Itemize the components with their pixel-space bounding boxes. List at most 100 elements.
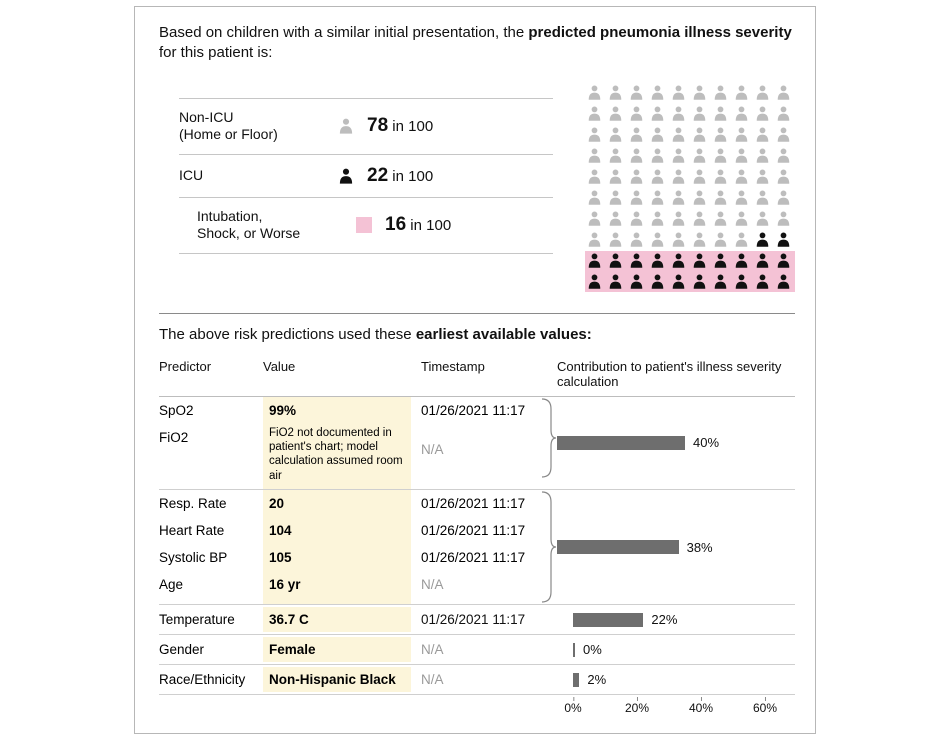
person-icon	[669, 210, 687, 228]
predictor-name: Heart Rate	[159, 517, 263, 544]
person-icon	[648, 189, 666, 207]
person-icon	[774, 84, 792, 102]
predictor-timestamp: N/A	[411, 424, 539, 476]
person-icon	[585, 273, 603, 291]
axis-tick: 0%	[564, 701, 581, 715]
person-icon	[690, 231, 708, 249]
risk-label: Intubation,Shock, or Worse	[197, 208, 353, 243]
section-divider	[159, 313, 795, 314]
risk-label: ICU	[179, 167, 335, 185]
predictor-row: Race/Ethnicity Non-Hispanic Black N/A 2%	[159, 665, 795, 695]
predictor-value: Female	[263, 637, 411, 662]
person-icon	[711, 105, 729, 123]
header-value: Value	[263, 359, 411, 374]
person-icon	[753, 273, 771, 291]
person-icon	[711, 231, 729, 249]
table-intro: The above risk predictions used these ea…	[159, 326, 795, 343]
person-icon	[711, 189, 729, 207]
risk-value: 78 in 100	[367, 115, 433, 137]
person-icon	[774, 210, 792, 228]
predictor-value: FiO2 not documented in patient's chart; …	[263, 424, 411, 490]
person-icon	[753, 210, 771, 228]
person-icon	[648, 168, 666, 186]
person-icon	[627, 168, 645, 186]
person-icon	[711, 252, 729, 270]
person-icon	[690, 126, 708, 144]
person-icon	[774, 273, 792, 291]
person-icon	[627, 231, 645, 249]
risk-row: Non-ICU(Home or Floor) 78 in 100	[179, 98, 553, 155]
predictor-value: 99%	[263, 397, 411, 424]
person-icon	[669, 126, 687, 144]
risk-value: 22 in 100	[367, 165, 433, 187]
header-timestamp: Timestamp	[411, 359, 539, 374]
risk-rows: Non-ICU(Home or Floor) 78 in 100ICU 22 i…	[179, 84, 553, 291]
person-icon	[606, 231, 624, 249]
person-icon	[711, 147, 729, 165]
predictor-timestamp: N/A	[411, 667, 539, 692]
person-icon	[690, 252, 708, 270]
person-icon	[606, 147, 624, 165]
table-header: Predictor Value Timestamp Contribution t…	[159, 359, 795, 397]
person-icon	[585, 210, 603, 228]
person-icon	[711, 126, 729, 144]
person-icon	[648, 231, 666, 249]
predictor-value: 105	[263, 544, 411, 571]
person-icon	[732, 84, 750, 102]
predictor-group: SpO2FiO299%FiO2 not documented in patien…	[159, 397, 795, 491]
risk-section: Non-ICU(Home or Floor) 78 in 100ICU 22 i…	[159, 84, 795, 291]
person-icon	[669, 273, 687, 291]
person-icon	[753, 252, 771, 270]
person-icon	[648, 126, 666, 144]
person-icon	[732, 168, 750, 186]
contribution-bar: 2%	[557, 672, 789, 687]
person-icon	[648, 210, 666, 228]
person-icon	[648, 252, 666, 270]
person-icon	[627, 273, 645, 291]
person-icon	[627, 147, 645, 165]
person-icon	[732, 189, 750, 207]
person-icon	[627, 105, 645, 123]
person-icon	[711, 273, 729, 291]
person-icon	[774, 105, 792, 123]
pictograph	[585, 84, 795, 291]
predictor-name: Age	[159, 571, 263, 598]
person-icon	[774, 147, 792, 165]
person-icon	[335, 117, 357, 135]
predictor-value: 36.7 C	[263, 607, 411, 632]
person-icon	[627, 189, 645, 207]
predictor-name: Resp. Rate	[159, 490, 263, 517]
person-icon	[774, 231, 792, 249]
person-icon	[753, 189, 771, 207]
header-predictor: Predictor	[159, 359, 263, 374]
person-icon	[732, 147, 750, 165]
predictor-name: Systolic BP	[159, 544, 263, 571]
predictor-timestamp: 01/26/2021 11:17	[411, 544, 539, 571]
person-icon	[669, 105, 687, 123]
risk-row: ICU 22 in 100	[179, 155, 553, 198]
person-icon	[669, 168, 687, 186]
contribution-bar: 0%	[557, 642, 789, 657]
person-icon	[732, 273, 750, 291]
person-icon	[753, 105, 771, 123]
person-icon	[585, 189, 603, 207]
header-contribution: Contribution to patient's illness severi…	[539, 359, 789, 390]
predictor-timestamp: 01/26/2021 11:17	[411, 607, 539, 632]
person-icon	[606, 84, 624, 102]
predictor-value: 104	[263, 517, 411, 544]
person-icon	[585, 147, 603, 165]
person-icon	[732, 252, 750, 270]
risk-row: Intubation,Shock, or Worse16 in 100	[179, 198, 553, 254]
predictor-value: 20	[263, 490, 411, 517]
person-icon	[753, 168, 771, 186]
person-icon	[732, 105, 750, 123]
person-icon	[669, 231, 687, 249]
predictor-name: SpO2	[159, 397, 263, 424]
predictor-timestamp: N/A	[411, 571, 539, 598]
predictor-row: Gender Female N/A 0%	[159, 635, 795, 665]
predictor-timestamp: 01/26/2021 11:17	[411, 490, 539, 517]
person-icon	[585, 105, 603, 123]
person-icon	[753, 84, 771, 102]
person-icon	[606, 168, 624, 186]
person-icon	[606, 105, 624, 123]
